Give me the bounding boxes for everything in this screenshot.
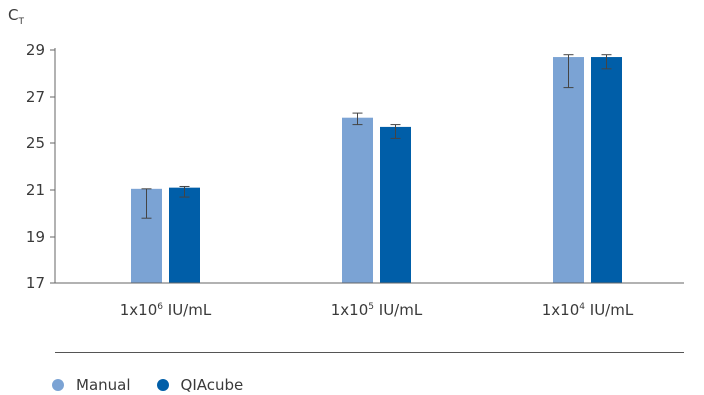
legend-item-qiacube: QIAcube <box>156 376 244 394</box>
legend-label-manual: Manual <box>76 376 131 394</box>
legend-separator <box>55 352 684 353</box>
bar-qiacube-1 <box>380 126 411 284</box>
x-tick-label: 1x104 IU/mL <box>542 301 634 319</box>
y-tick-label: 29 <box>26 41 45 59</box>
y-tick-label: 27 <box>26 88 45 106</box>
legend: Manual QIAcube <box>52 375 269 395</box>
error-bar-qiacube-1 <box>390 124 401 139</box>
y-axis: 29 27 25 21 19 17 <box>26 41 56 292</box>
y-axis-label: CT <box>8 6 24 27</box>
legend-label-qiacube: QIAcube <box>180 376 244 394</box>
error-bar-manual-0 <box>141 188 152 219</box>
bar-qiacube-0 <box>169 187 200 283</box>
error-bar-qiacube-2 <box>601 54 612 70</box>
y-tick-label: 19 <box>26 228 45 246</box>
legend-item-manual: Manual <box>52 376 131 394</box>
legend-swatch-qiacube <box>156 379 169 391</box>
x-axis: 1x106 IU/mL 1x105 IU/mL 1x104 IU/mL <box>55 282 684 319</box>
x-tick-label: 1x106 IU/mL <box>120 301 212 319</box>
error-bar-qiacube-0 <box>179 185 190 198</box>
x-tick-label: 1x105 IU/mL <box>331 301 423 319</box>
bar-qiacube-2 <box>591 57 622 283</box>
error-bar-manual-2 <box>563 54 574 89</box>
bar-manual-2 <box>553 57 584 283</box>
y-tick-label: 25 <box>26 134 45 152</box>
bars <box>131 54 622 284</box>
y-tick-label: 17 <box>26 274 45 292</box>
bar-manual-1 <box>342 117 373 283</box>
y-tick-label: 21 <box>26 181 45 199</box>
legend-swatch-manual <box>52 379 64 391</box>
error-bar-manual-1 <box>352 112 363 126</box>
